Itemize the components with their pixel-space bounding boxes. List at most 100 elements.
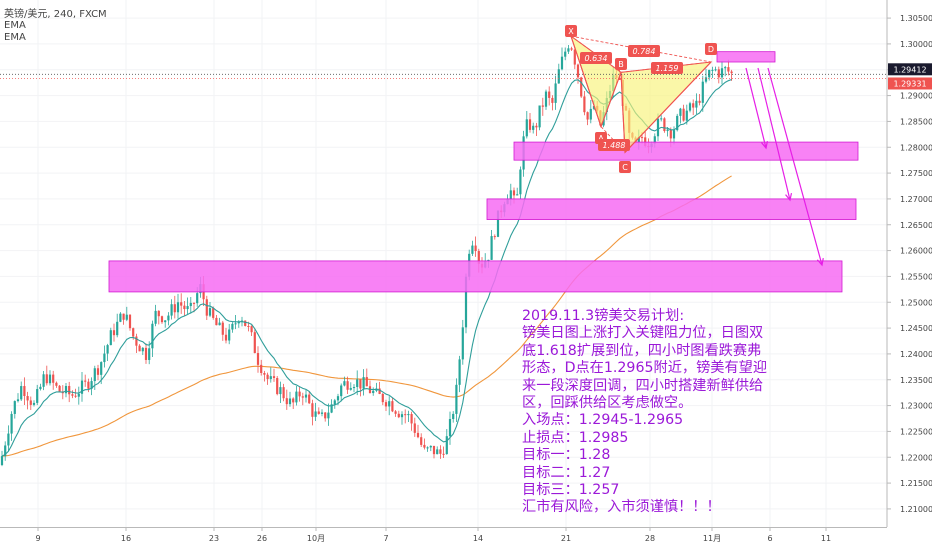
price-tick-label: 1.28500 [900,117,932,126]
price-tick-label: 1.24500 [900,324,932,333]
candle-body [77,393,80,397]
candle-body [295,391,298,403]
candle-body [583,96,586,113]
candle-body [548,91,551,98]
candle-body [336,396,340,401]
candle-body [42,374,45,387]
pattern-point-marker[interactable] [565,25,577,37]
target-arrow-head [785,193,793,202]
supply-zone[interactable] [513,141,859,161]
target-arrow-line[interactable] [757,67,791,201]
target-arrow-line[interactable] [767,67,823,266]
pattern-point-marker[interactable] [615,58,627,70]
candle-body [397,413,400,418]
candle-body [135,336,138,346]
pattern-ratio-label: 0.784 [633,47,656,56]
candle-body [157,310,160,317]
price-tick-label: 1.26500 [900,221,932,230]
candle-body [644,137,647,146]
candle-body [253,332,256,354]
candle-body [173,304,176,313]
harmonic-pattern[interactable]: X A B C D 0.784 0.634 1.159 1.488 [565,25,717,173]
candle-body [10,413,13,434]
candle-body [349,388,352,390]
candle-body [711,69,714,71]
candle-body [119,313,122,322]
candle-body [167,315,170,321]
candle-body [477,251,480,264]
candle-body [106,345,109,354]
target-arrows[interactable] [745,67,824,267]
price-tick-label: 1.21000 [900,505,932,514]
candle-body [311,403,314,417]
candle-body [589,108,592,120]
candle-body [672,130,676,139]
pattern-ratio-marker [598,139,630,151]
candle-body [263,372,266,375]
candle-body [442,453,445,455]
plan-target-1: 目标一：1.28 [522,447,611,464]
candle-body [285,398,288,405]
candle-body [237,321,240,324]
time-tick-label: 14 [473,534,483,543]
price-tick-label: 1.29000 [900,92,932,101]
candle-body [362,377,365,389]
candle-body [314,411,317,417]
candle-body [116,321,119,336]
pattern-point-marker[interactable] [619,161,631,173]
price-badge-ask [888,63,932,76]
candle-body [74,395,77,397]
indicator-ema-2[interactable]: EMA [4,32,26,43]
candle-body [528,119,532,130]
candle-body [298,391,301,397]
candle-body [189,302,192,307]
candle-body [151,323,154,349]
candle-body [96,368,100,375]
candle-body [141,347,144,352]
candle-body [637,137,640,143]
candle-body [448,419,452,437]
price-badge-bid-label: 1.29331 [893,79,926,88]
time-tick-label: 21 [561,534,571,543]
candle-body [320,412,324,414]
candle-body [80,380,84,394]
time-tick-label: 7 [383,534,388,543]
candle-body [218,322,221,326]
candle-body [13,401,16,414]
candle-body [160,316,164,323]
price-tick-label: 1.22000 [900,453,932,462]
indicator-ema-1[interactable]: EMA [4,20,26,31]
candle-body [138,345,141,352]
candle-body [208,308,212,316]
candle-body [439,449,442,454]
symbol-name: 英镑/美元 [4,9,48,20]
price-badge-bid [888,77,932,90]
candle-body [695,100,698,108]
supply-zone[interactable] [108,260,843,293]
candle-body [330,404,333,413]
candle-body [420,437,423,445]
pattern-point-marker[interactable] [705,43,717,55]
supply-zone[interactable] [486,198,857,220]
supply-zone[interactable] [716,51,776,63]
candle-body [692,103,695,108]
time-tick-label: 16 [121,534,131,543]
candle-body [269,376,272,380]
candle-body [20,386,23,400]
target-arrow-line[interactable] [745,67,767,149]
candle-body [384,402,388,407]
target-arrow-head [761,141,769,150]
candle-body [68,385,71,395]
candle-body [388,401,391,407]
pattern-point-label: B [618,60,624,69]
candle-body [327,412,330,419]
pattern-point-label: X [568,27,574,36]
candle-body [45,374,48,384]
candle-body [452,413,455,420]
supply-zones[interactable] [108,51,859,293]
candle-body [4,445,7,457]
price-tick-label: 1.23000 [900,402,932,411]
candle-body [125,314,128,320]
candle-body [640,137,644,139]
